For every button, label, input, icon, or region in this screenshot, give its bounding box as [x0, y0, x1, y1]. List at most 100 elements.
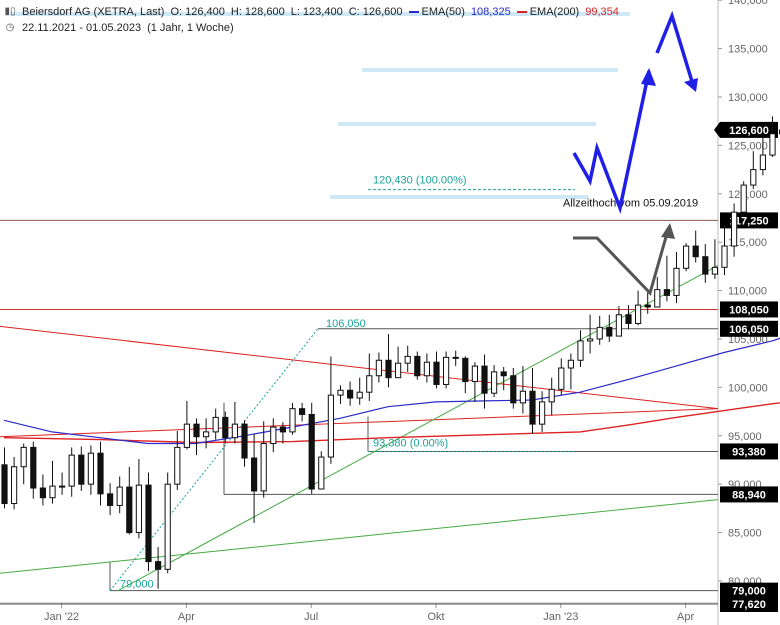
- candle-body: [155, 561, 162, 570]
- y-tick-label: 85,000: [728, 528, 762, 540]
- instrument-name: Beiersdorf AG (XETRA, Last): [22, 6, 165, 18]
- candle-body: [395, 362, 402, 379]
- candle-body: [558, 367, 565, 390]
- red-trendline: [0, 325, 719, 410]
- green-trendline-flat: [0, 499, 719, 574]
- candle-body: [116, 486, 123, 506]
- candle-body: [548, 388, 555, 403]
- last-price-pointer: [714, 121, 720, 138]
- candle-body: [539, 401, 546, 425]
- candle-body: [1, 464, 8, 505]
- candle-body: [471, 365, 478, 383]
- candle-body: [606, 326, 613, 337]
- candle-body: [270, 426, 277, 445]
- candle-body: [702, 256, 709, 275]
- ema200-line: [3, 402, 780, 444]
- candle-body: [87, 452, 95, 485]
- candle-body: [510, 375, 517, 404]
- candle-body: [251, 457, 258, 492]
- candle-body: [135, 484, 143, 534]
- candle-body: [68, 454, 75, 487]
- bullish-arrow-head-2: [684, 78, 698, 92]
- candle-body: [462, 357, 469, 383]
- candle-body: [308, 413, 315, 490]
- y-tick-label: 100,000: [728, 382, 768, 394]
- date-range: 22.11.2021 - 01.05.2023: [22, 22, 142, 34]
- candle-body: [433, 361, 440, 385]
- price-badge-label: 93,380: [732, 446, 766, 458]
- candle-body: [11, 466, 18, 505]
- candle-body: [414, 355, 421, 377]
- price-badge-label: 117,250: [729, 215, 768, 227]
- candle-body: [596, 326, 603, 340]
- candle-body: [711, 266, 718, 275]
- candle-body: [663, 289, 670, 296]
- candle-body: [193, 423, 200, 438]
- all-time-high-label: Allzeithoch vom 05.09.2019: [563, 197, 698, 209]
- candle-body: [577, 340, 584, 361]
- candle-body: [347, 389, 354, 399]
- candle-body: [587, 338, 594, 342]
- candle-body: [279, 426, 286, 433]
- fib-0-label: 93,380 (0.00%): [373, 437, 448, 449]
- y-tick-label: 105,000: [728, 334, 768, 346]
- price-badge: [720, 595, 778, 612]
- x-tick-label: Apr: [178, 611, 195, 623]
- price-badge-label: 88,940: [732, 489, 766, 501]
- candle-body: [231, 423, 239, 439]
- candle-body: [423, 361, 430, 377]
- bullish-arrow-head: [641, 68, 656, 86]
- y-tick-label: 140,000: [728, 0, 768, 7]
- candle-body: [692, 245, 699, 258]
- price-badge: [720, 320, 778, 337]
- candle-body: [635, 304, 642, 324]
- price-badge-label: 106,050: [729, 324, 769, 336]
- candle-body: [740, 184, 747, 213]
- interval: (1 Jahr, 1 Woche): [147, 22, 234, 34]
- candle-body: [721, 245, 728, 268]
- candle-body: [203, 431, 210, 438]
- candle-body: [212, 416, 219, 433]
- red-trendline-top: [0, 408, 719, 438]
- x-tick-label: Jan '22: [44, 611, 79, 623]
- candle-body: [519, 390, 526, 404]
- y-tick-label: 120,000: [728, 189, 768, 201]
- candle-body: [97, 452, 104, 495]
- candle-body: [260, 443, 267, 492]
- low-value: L: 123,400: [290, 6, 343, 18]
- high-value: H: 128,600: [230, 6, 285, 18]
- candle-body: [107, 493, 114, 506]
- candle-body: [318, 456, 325, 490]
- y-tick-label: 115,000: [728, 237, 767, 249]
- x-tick-label: Jan '23: [543, 611, 578, 623]
- candle-body: [289, 408, 296, 433]
- candle-body: [49, 485, 56, 499]
- y-tick-label: 130,000: [728, 92, 768, 104]
- x-tick-label: Okt: [427, 611, 444, 623]
- candle-body: [404, 355, 411, 364]
- candle-body: [443, 356, 450, 385]
- candle-body: [625, 314, 632, 324]
- candle-body: [174, 446, 181, 485]
- candle-body: [164, 483, 171, 570]
- candle-body: [683, 245, 690, 269]
- ema200-legend: EMA(200): [516, 4, 579, 20]
- price-badge: [720, 582, 778, 599]
- candle-body: [327, 394, 334, 458]
- clock-icon: ◷: [5, 22, 15, 33]
- last-price-label: 126,600: [729, 125, 769, 137]
- candle-body: [39, 487, 46, 499]
- candle-body: [654, 289, 661, 308]
- chart-header: ▮▯ Beiersdorf AG (XETRA, Last) O: 126,40…: [4, 4, 618, 36]
- y-tick-label: 135,000: [728, 44, 768, 56]
- candlestick-icon: ▮▯: [4, 6, 16, 17]
- price-badge: [720, 301, 778, 318]
- candle-body: [759, 154, 766, 171]
- ema50-value: 108,325: [470, 6, 511, 18]
- candle-body: [567, 359, 574, 369]
- price-badge-label: 79,000: [732, 586, 766, 598]
- candle-body: [20, 446, 27, 468]
- candle-body: [366, 375, 373, 393]
- y-tick-label: 125,000: [728, 140, 768, 152]
- close-value: C: 126,600: [348, 6, 403, 18]
